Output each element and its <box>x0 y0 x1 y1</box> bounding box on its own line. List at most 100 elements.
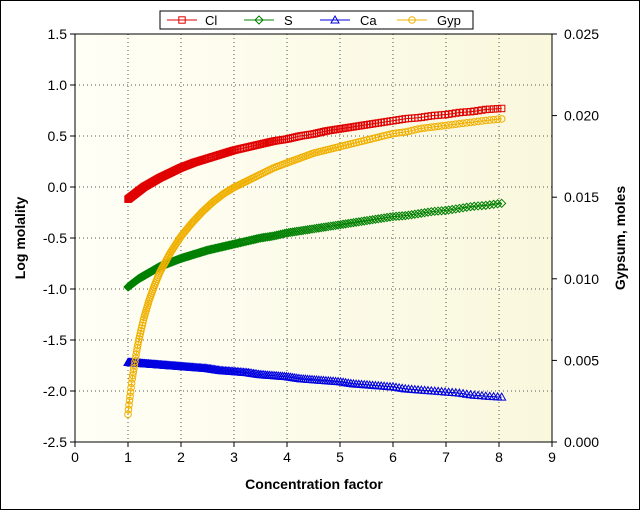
legend-marker <box>330 14 340 24</box>
data-point <box>360 136 369 145</box>
data-point <box>484 200 495 210</box>
data-point <box>440 205 450 216</box>
y2-tick-label: 0.000 <box>564 434 599 450</box>
data-point <box>127 383 135 392</box>
x-axis-label: Concentration factor <box>245 476 383 492</box>
x-tick-label: 8 <box>495 449 503 465</box>
legend-box <box>159 10 474 30</box>
data-point <box>222 241 232 251</box>
y-tick-label: -1.5 <box>43 332 67 348</box>
data-point <box>493 115 502 124</box>
x-tick-label: 3 <box>230 449 238 465</box>
data-point <box>333 220 343 230</box>
y2-tick-label: 0.015 <box>564 189 599 205</box>
x-tick-label: 9 <box>548 449 556 465</box>
data-point <box>489 115 498 124</box>
data-point <box>488 199 499 210</box>
data-point <box>266 231 276 242</box>
data-point <box>130 364 138 373</box>
data-point <box>348 217 359 228</box>
plot-area <box>75 34 552 442</box>
legend-label: Gyp <box>437 13 461 28</box>
data-point <box>318 222 329 232</box>
data-point <box>444 121 453 129</box>
data-point <box>477 200 487 211</box>
data-point <box>436 206 447 216</box>
data-point <box>447 204 457 215</box>
data-point <box>126 392 134 401</box>
data-point <box>351 217 361 227</box>
data-point <box>426 206 437 217</box>
data-point <box>430 206 440 217</box>
data-point <box>470 107 478 115</box>
data-point <box>465 201 476 212</box>
data-point <box>374 133 383 141</box>
data-point <box>340 219 351 229</box>
data-point <box>478 106 486 114</box>
data-point <box>272 230 282 240</box>
data-point <box>443 205 454 215</box>
legend-item-cl: Cl <box>167 13 217 28</box>
data-point <box>346 218 356 228</box>
data-point <box>124 405 133 414</box>
legend-item-ca: Ca <box>320 13 377 28</box>
data-point <box>463 108 471 116</box>
data-point <box>335 219 346 230</box>
data-point <box>496 198 507 209</box>
data-point <box>469 201 479 211</box>
data-point <box>454 203 465 214</box>
data-point <box>455 119 464 128</box>
y2-axis-label: Gypsum, moles <box>612 186 628 290</box>
data-point <box>134 337 143 346</box>
y-axis-label: Log molality <box>12 197 28 280</box>
data-point <box>462 119 471 127</box>
data-point <box>462 202 472 212</box>
data-point <box>223 240 233 251</box>
x-tick-label: 6 <box>389 449 397 465</box>
data-point <box>433 206 443 216</box>
data-point <box>131 357 139 366</box>
data-point <box>371 134 380 142</box>
y2-tick-label: 0.020 <box>564 108 599 124</box>
data-point <box>448 120 456 129</box>
x-tick-label: 1 <box>124 449 132 465</box>
data-point <box>492 199 503 209</box>
data-point <box>482 105 490 114</box>
data-point <box>368 134 377 143</box>
data-point <box>137 327 145 335</box>
data-point <box>319 127 328 136</box>
data-point <box>354 217 364 227</box>
legend: Cl S Ca Gyp <box>159 10 474 30</box>
series-s <box>123 198 507 292</box>
data-point <box>317 128 325 136</box>
data-point <box>470 118 479 126</box>
data-point <box>478 117 486 125</box>
data-point <box>489 105 498 113</box>
legend-marker <box>254 15 264 25</box>
data-point <box>328 221 338 231</box>
y-tick-label: -2.5 <box>43 434 67 450</box>
data-point <box>474 106 482 115</box>
data-point <box>138 321 146 330</box>
data-point <box>270 231 280 241</box>
data-point <box>466 118 475 127</box>
legend-marker <box>178 16 186 24</box>
data-point <box>497 104 506 113</box>
x-tick-label: 0 <box>71 449 79 465</box>
data-point <box>474 117 482 126</box>
data-point <box>312 129 321 137</box>
data-point <box>473 201 483 211</box>
data-point <box>338 219 348 229</box>
legend-label: S <box>284 13 293 28</box>
data-point <box>220 241 231 251</box>
data-point <box>125 401 133 409</box>
legend-item-s: S <box>244 13 293 28</box>
y-tick-label: -0.5 <box>43 230 67 246</box>
data-point <box>321 222 331 232</box>
data-point <box>437 122 446 130</box>
data-point <box>125 396 134 405</box>
legend-label: Ca <box>360 13 377 28</box>
data-point <box>481 116 490 125</box>
